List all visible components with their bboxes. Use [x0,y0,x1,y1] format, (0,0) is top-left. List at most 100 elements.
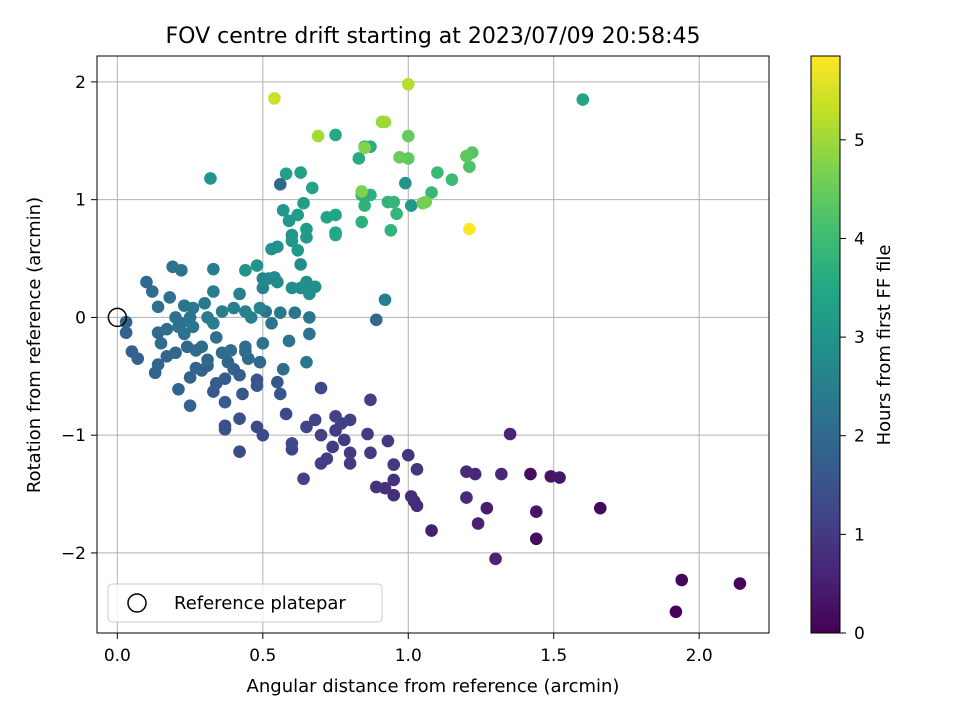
data-point [271,375,284,389]
data-point [399,176,412,190]
data-point [285,234,299,248]
data-point [401,448,415,462]
data-point [276,203,290,217]
data-point [183,399,197,413]
data-point [253,301,267,315]
colorbar-tick-label: 3 [854,328,865,348]
data-point [291,208,305,222]
data-point [364,446,377,460]
data-point [207,317,220,330]
data-point [480,501,494,515]
data-point [529,532,543,546]
data-point [236,387,249,401]
data-point [215,305,229,318]
reference-platepar-marker [107,307,128,328]
y-axis-label: Rotation from reference (arcmin) [24,197,45,493]
data-point [300,355,313,369]
data-point [404,199,418,212]
data-point [297,196,310,210]
data-point [311,129,325,143]
data-point [387,458,401,471]
data-point [253,355,267,369]
y-tick-label: 0 [75,308,86,328]
data-point [343,446,357,460]
data-point [160,322,174,336]
data-point [273,306,287,320]
data-point [358,141,371,155]
data-point [314,457,328,470]
data-point [233,445,246,458]
data-point [207,262,220,276]
data-point [460,149,473,163]
data-point [387,488,401,502]
data-point [303,327,316,341]
data-point [227,301,241,315]
data-point [425,524,438,537]
data-point [215,346,229,360]
data-point [273,387,287,401]
data-point [175,264,188,277]
data-point [288,306,302,320]
data-point [460,491,473,504]
legend-reference-marker [127,593,147,613]
data-point [326,440,339,454]
data-point [355,185,369,198]
data-point [419,195,433,209]
data-point [268,92,281,105]
data-point [358,199,371,212]
data-point [369,480,383,494]
data-point [314,381,328,395]
data-point [675,573,689,587]
colorbar-label: Hours from first FF file [874,245,895,446]
y-tick-label: −1 [61,426,86,446]
data-point [460,465,473,478]
data-point [390,207,403,221]
x-tick-label: 0.0 [104,646,131,666]
data-point [119,326,133,340]
data-point [410,463,424,476]
data-point [401,77,415,91]
data-point [303,311,316,324]
data-point [329,410,342,423]
data-point [218,422,232,436]
data-point [151,300,165,314]
data-point [221,355,235,369]
colorbar-gradient [810,55,841,634]
plot-frame [96,55,770,634]
data-point [250,259,264,272]
data-point [503,427,517,441]
data-point [140,275,153,289]
data-point [189,361,203,375]
data-point [300,222,313,236]
data-point [463,160,476,173]
legend-label: Reference platepar [174,593,346,614]
x-axis-label: Angular distance from reference (arcmin) [247,676,620,697]
data-point [125,345,139,358]
data-point [256,281,270,295]
data-point [305,181,319,195]
data-point [445,173,459,186]
data-point [218,395,232,409]
data-point [387,195,401,209]
data-point [154,337,168,350]
data-point [256,272,270,285]
x-tick-label: 1.0 [395,646,422,666]
legend: Reference platepar [107,583,383,623]
data-point [329,226,342,239]
data-point [463,222,476,236]
colorbar-tick-label: 1 [854,525,865,545]
data-point [669,605,683,619]
data-point [381,434,395,448]
data-point [207,285,220,298]
data-point [285,437,299,450]
colorbar-ticks: 0 1 2 3 4 5 [840,131,865,644]
data-point [401,129,415,143]
data-points [119,77,747,619]
legend-box [107,583,383,623]
data-point [355,215,369,229]
data-point [291,243,305,257]
data-point [276,362,290,376]
data-point [239,264,252,277]
colorbar-tick-label: 5 [854,131,865,151]
y-tick-label: 2 [75,73,86,93]
